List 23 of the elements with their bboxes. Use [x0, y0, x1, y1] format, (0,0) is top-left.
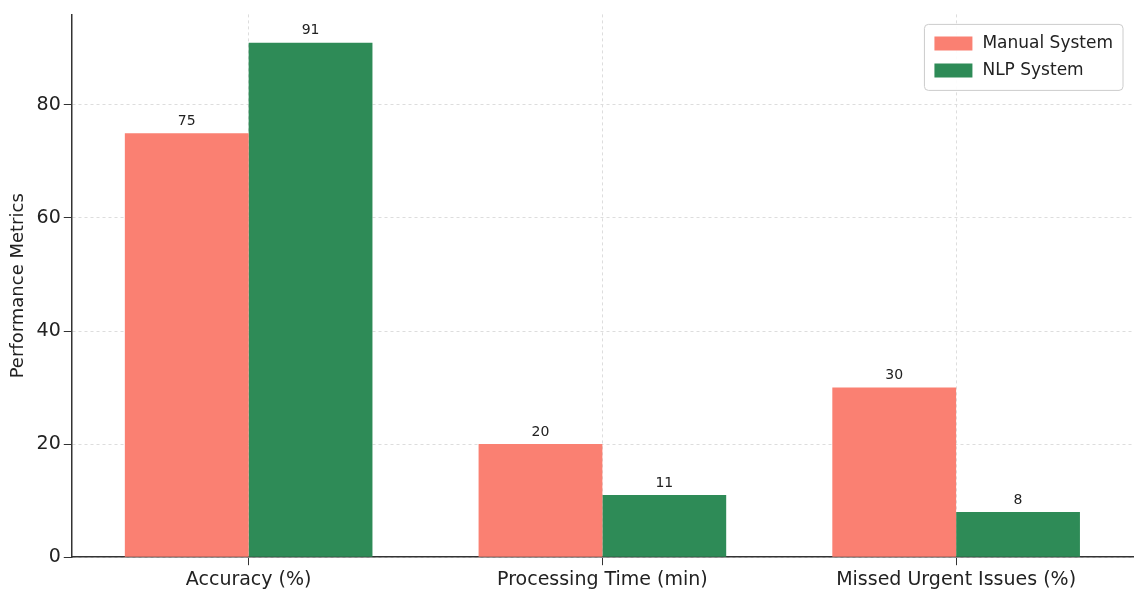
data-label: 91 — [301, 21, 320, 38]
y-tick-label: 0 — [48, 544, 61, 567]
y-tick-label: 40 — [36, 317, 61, 340]
y-tick-label: 80 — [36, 91, 61, 114]
data-label: 11 — [655, 473, 674, 490]
x-tick-label: Processing Time (min) — [497, 566, 708, 589]
bar — [602, 495, 727, 557]
bar — [478, 444, 603, 557]
y-tick-label: 20 — [36, 431, 61, 454]
bar — [248, 42, 373, 557]
y-axis-title: Performance Metrics — [6, 193, 28, 379]
data-label: 75 — [177, 111, 196, 128]
bar — [832, 387, 957, 557]
bar — [124, 133, 249, 557]
legend-label: Manual System — [982, 31, 1114, 52]
data-label: 30 — [885, 366, 904, 383]
y-tick-label: 60 — [36, 204, 61, 227]
bar — [956, 511, 1080, 557]
x-tick-label: Accuracy (%) — [185, 566, 312, 589]
legend-label: NLP System — [982, 58, 1084, 79]
data-label: 8 — [1013, 490, 1023, 507]
data-label: 20 — [531, 422, 550, 439]
x-tick-label: Missed Urgent Issues (%) — [836, 566, 1077, 589]
